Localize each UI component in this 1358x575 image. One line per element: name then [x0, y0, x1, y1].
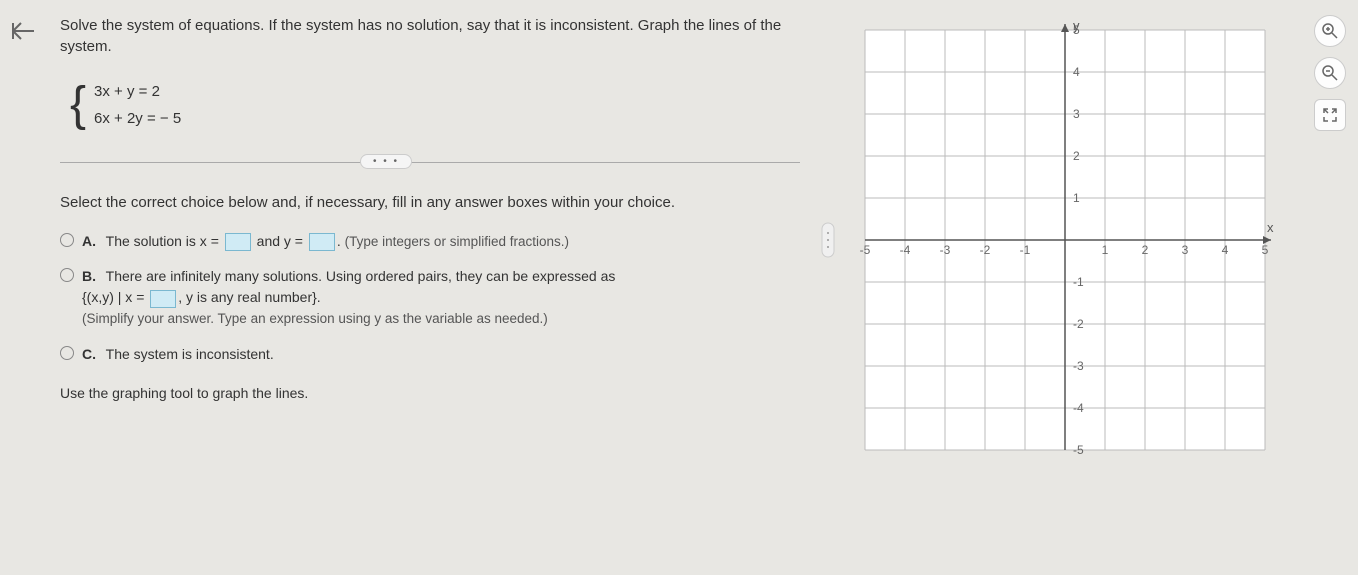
answer-box-expr[interactable] [150, 290, 176, 308]
svg-text:-2: -2 [980, 243, 991, 257]
zoom-in-button[interactable] [1314, 15, 1346, 47]
svg-text:x: x [1267, 220, 1274, 235]
svg-text:5: 5 [1262, 243, 1269, 257]
scroll-handle[interactable] [820, 215, 836, 265]
equation-2: 6x + 2y = − 5 [94, 110, 181, 127]
svg-text:1: 1 [1073, 191, 1080, 205]
choice-b-label: B. [82, 268, 96, 284]
svg-text:3: 3 [1182, 243, 1189, 257]
choice-b-hint: (Simplify your answer. Type an expressio… [82, 311, 548, 326]
choice-b-setpre: {(x,y) | x = [82, 289, 148, 305]
svg-text:4: 4 [1073, 65, 1080, 79]
choice-b-line1: There are infinitely many solutions. Usi… [106, 268, 616, 284]
svg-text:-3: -3 [940, 243, 951, 257]
choice-a-pre: The solution is x = [106, 233, 223, 249]
radio-a[interactable] [60, 233, 74, 247]
svg-text:y: y [1073, 18, 1080, 33]
choice-a-label: A. [82, 233, 96, 249]
answer-box-y[interactable] [309, 233, 335, 251]
zoom-out-button[interactable] [1314, 57, 1346, 89]
more-dots-button[interactable]: • • • [360, 154, 412, 169]
question-panel: Solve the system of equations. If the sy… [60, 15, 800, 401]
divider: • • • [60, 152, 800, 172]
equation-1: 3x + y = 2 [94, 83, 181, 100]
radio-b[interactable] [60, 268, 74, 282]
graph-toolbar [1314, 15, 1346, 131]
svg-text:4: 4 [1222, 243, 1229, 257]
coordinate-graph[interactable]: -5-4-3-2-112345-5-4-3-2-112345xy [850, 15, 1280, 465]
choice-c-label: C. [82, 346, 96, 362]
svg-text:-3: -3 [1073, 359, 1084, 373]
svg-text:-5: -5 [860, 243, 871, 257]
svg-text:-1: -1 [1020, 243, 1031, 257]
equation-system: { 3x + y = 2 6x + 2y = − 5 [70, 77, 800, 132]
choice-a-hint: (Type integers or simplified fractions.) [345, 234, 569, 249]
svg-text:-5: -5 [1073, 443, 1084, 457]
svg-text:2: 2 [1142, 243, 1149, 257]
choice-b: B. There are infinitely many solutions. … [60, 266, 800, 329]
choice-c: C. The system is inconsistent. [60, 344, 800, 365]
choice-a: A. The solution is x = and y = . (Type i… [60, 231, 800, 252]
svg-text:-1: -1 [1073, 275, 1084, 289]
answer-box-x[interactable] [225, 233, 251, 251]
svg-text:-2: -2 [1073, 317, 1084, 331]
svg-text:-4: -4 [900, 243, 911, 257]
svg-text:3: 3 [1073, 107, 1080, 121]
svg-text:-4: -4 [1073, 401, 1084, 415]
question-prompt: Solve the system of equations. If the sy… [60, 15, 800, 57]
svg-text:2: 2 [1073, 149, 1080, 163]
choices-group: A. The solution is x = and y = . (Type i… [60, 231, 800, 365]
choice-c-text: The system is inconsistent. [106, 346, 274, 362]
choice-b-setpost: , y is any real number}. [178, 289, 320, 305]
radio-c[interactable] [60, 346, 74, 360]
back-button[interactable] [10, 20, 36, 49]
graph-instruction: Use the graphing tool to graph the lines… [60, 385, 800, 401]
choice-a-mid: and y = [253, 233, 307, 249]
expand-button[interactable] [1314, 99, 1346, 131]
brace-icon: { [70, 77, 86, 132]
choice-a-post: . [337, 233, 345, 249]
svg-text:1: 1 [1102, 243, 1109, 257]
choice-instruction: Select the correct choice below and, if … [60, 192, 800, 213]
